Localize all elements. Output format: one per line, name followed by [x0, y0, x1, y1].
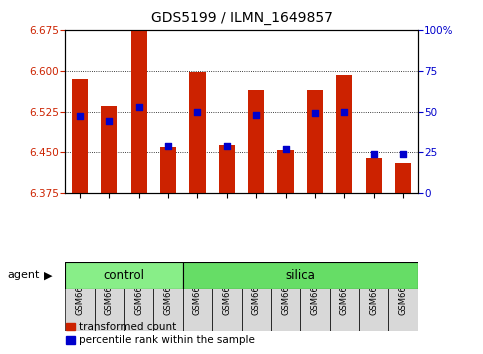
- Legend: transformed count, percentile rank within the sample: transformed count, percentile rank withi…: [66, 322, 255, 345]
- Bar: [189, 72, 205, 193]
- Text: GSM665787: GSM665787: [164, 264, 172, 315]
- Point: [135, 104, 142, 109]
- Point: [311, 110, 319, 116]
- Bar: [154, 262, 183, 331]
- Point: [370, 151, 378, 157]
- Point: [341, 109, 348, 114]
- Text: GSM665789: GSM665789: [369, 264, 378, 315]
- Bar: [72, 79, 88, 193]
- Point: [252, 112, 260, 118]
- Text: control: control: [103, 269, 144, 282]
- Bar: [183, 262, 418, 289]
- Text: GSM665764: GSM665764: [252, 264, 261, 315]
- Bar: [183, 262, 212, 331]
- Text: GSM665752: GSM665752: [193, 264, 202, 315]
- Point: [105, 119, 113, 124]
- Text: agent: agent: [7, 270, 40, 280]
- Bar: [160, 147, 176, 193]
- Bar: [95, 262, 124, 331]
- Point: [194, 109, 201, 114]
- Point: [399, 151, 407, 157]
- Bar: [329, 262, 359, 331]
- Text: ▶: ▶: [43, 270, 52, 280]
- Point: [76, 114, 84, 119]
- Bar: [336, 75, 353, 193]
- Bar: [300, 262, 329, 331]
- Text: GSM665755: GSM665755: [75, 264, 85, 315]
- Bar: [130, 30, 147, 193]
- Bar: [212, 262, 242, 331]
- Point: [282, 146, 289, 152]
- Bar: [124, 262, 154, 331]
- Text: GSM665780: GSM665780: [311, 264, 319, 315]
- Text: GSM665763: GSM665763: [105, 264, 114, 315]
- Bar: [388, 262, 418, 331]
- Bar: [101, 106, 117, 193]
- Point: [223, 143, 231, 149]
- Bar: [278, 149, 294, 193]
- Text: silica: silica: [285, 269, 315, 282]
- Bar: [65, 262, 183, 289]
- Text: GDS5199 / ILMN_1649857: GDS5199 / ILMN_1649857: [151, 11, 332, 25]
- Bar: [271, 262, 300, 331]
- Text: GSM665757: GSM665757: [222, 264, 231, 315]
- Text: GSM665768: GSM665768: [281, 264, 290, 315]
- Bar: [219, 145, 235, 193]
- Bar: [366, 158, 382, 193]
- Bar: [65, 262, 95, 331]
- Bar: [242, 262, 271, 331]
- Text: GSM665783: GSM665783: [340, 264, 349, 315]
- Bar: [395, 163, 411, 193]
- Bar: [359, 262, 388, 331]
- Text: GSM665790: GSM665790: [398, 264, 408, 315]
- Text: GSM665781: GSM665781: [134, 264, 143, 315]
- Bar: [248, 90, 264, 193]
- Point: [164, 143, 172, 149]
- Bar: [307, 90, 323, 193]
